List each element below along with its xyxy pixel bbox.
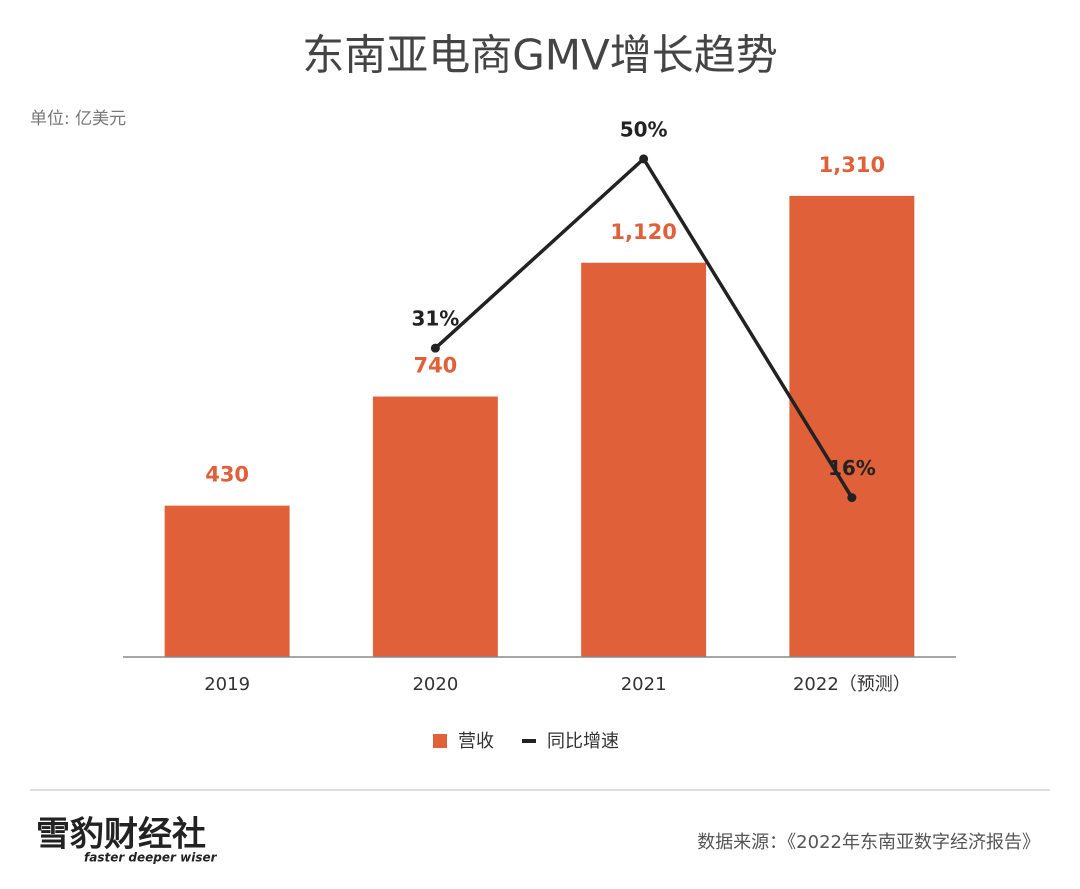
bar-value-label: 1,120 — [610, 220, 676, 244]
legend-label: 同比增速 — [547, 731, 619, 752]
bar-value-label: 740 — [413, 354, 457, 378]
line-value-label: 50% — [620, 117, 668, 141]
legend-label: 营收 — [458, 731, 494, 752]
line-point — [847, 493, 857, 503]
legend-swatch — [433, 734, 447, 748]
line-point — [430, 343, 440, 353]
x-tick-label: 2022（预测） — [793, 674, 911, 695]
unit-label: 单位: 亿美元 — [30, 109, 126, 129]
line-value-label: 16% — [828, 456, 876, 480]
logo-name: 雪豹财经社 — [36, 815, 206, 855]
line-value-label: 31% — [411, 307, 459, 331]
bar-value-label: 430 — [205, 463, 249, 487]
bar-value-label: 1,310 — [819, 153, 885, 177]
bar — [581, 262, 707, 657]
logo-tagline: faster deeper wiser — [84, 851, 218, 865]
line-point — [639, 154, 649, 164]
bar — [789, 195, 915, 657]
x-tick-label: 2021 — [621, 674, 667, 695]
chart-title: 东南亚电商GMV增长趋势 — [302, 31, 778, 80]
x-tick-label: 2020 — [412, 674, 458, 695]
bar — [372, 396, 498, 657]
source: 数据来源：《2022年东南亚数字经济报告》 — [697, 832, 1040, 853]
bar — [164, 505, 290, 657]
x-tick-label: 2019 — [204, 674, 250, 695]
